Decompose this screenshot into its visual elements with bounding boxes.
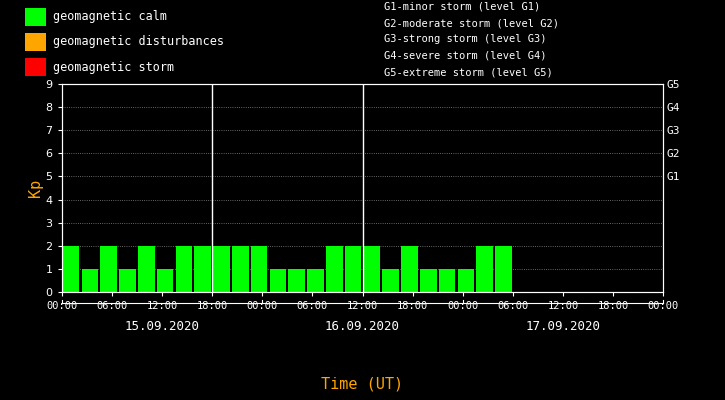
Text: G1-minor storm (level G1): G1-minor storm (level G1) [384, 2, 541, 12]
Text: 15.09.2020: 15.09.2020 [125, 320, 199, 332]
Text: G4-severe storm (level G4): G4-severe storm (level G4) [384, 51, 547, 61]
Y-axis label: Kp: Kp [28, 179, 43, 197]
Bar [157, 269, 173, 292]
Bar [25, 8, 46, 26]
Bar [382, 269, 399, 292]
Bar [175, 246, 192, 292]
Text: geomagnetic calm: geomagnetic calm [53, 10, 167, 23]
Text: geomagnetic storm: geomagnetic storm [53, 61, 174, 74]
Text: geomagnetic disturbances: geomagnetic disturbances [53, 36, 224, 48]
Text: Time (UT): Time (UT) [321, 376, 404, 392]
Bar [194, 246, 211, 292]
Bar [251, 246, 268, 292]
Bar [63, 246, 79, 292]
Bar [420, 269, 436, 292]
Bar [457, 269, 474, 292]
Bar [232, 246, 249, 292]
Text: 16.09.2020: 16.09.2020 [325, 320, 400, 332]
Bar [213, 246, 230, 292]
Bar [138, 246, 154, 292]
Bar [364, 246, 380, 292]
Bar [25, 58, 46, 76]
Text: G2-moderate storm (level G2): G2-moderate storm (level G2) [384, 18, 559, 28]
Text: 17.09.2020: 17.09.2020 [526, 320, 600, 332]
Bar [81, 269, 98, 292]
Bar [401, 246, 418, 292]
Bar [495, 246, 512, 292]
Bar [326, 246, 343, 292]
Bar [289, 269, 305, 292]
Bar [119, 269, 136, 292]
Bar [25, 33, 46, 51]
Text: G5-extreme storm (level G5): G5-extreme storm (level G5) [384, 67, 553, 77]
Bar [100, 246, 117, 292]
Bar [270, 269, 286, 292]
Text: G3-strong storm (level G3): G3-strong storm (level G3) [384, 34, 547, 44]
Bar [307, 269, 324, 292]
Bar [345, 246, 361, 292]
Bar [476, 246, 493, 292]
Bar [439, 269, 455, 292]
